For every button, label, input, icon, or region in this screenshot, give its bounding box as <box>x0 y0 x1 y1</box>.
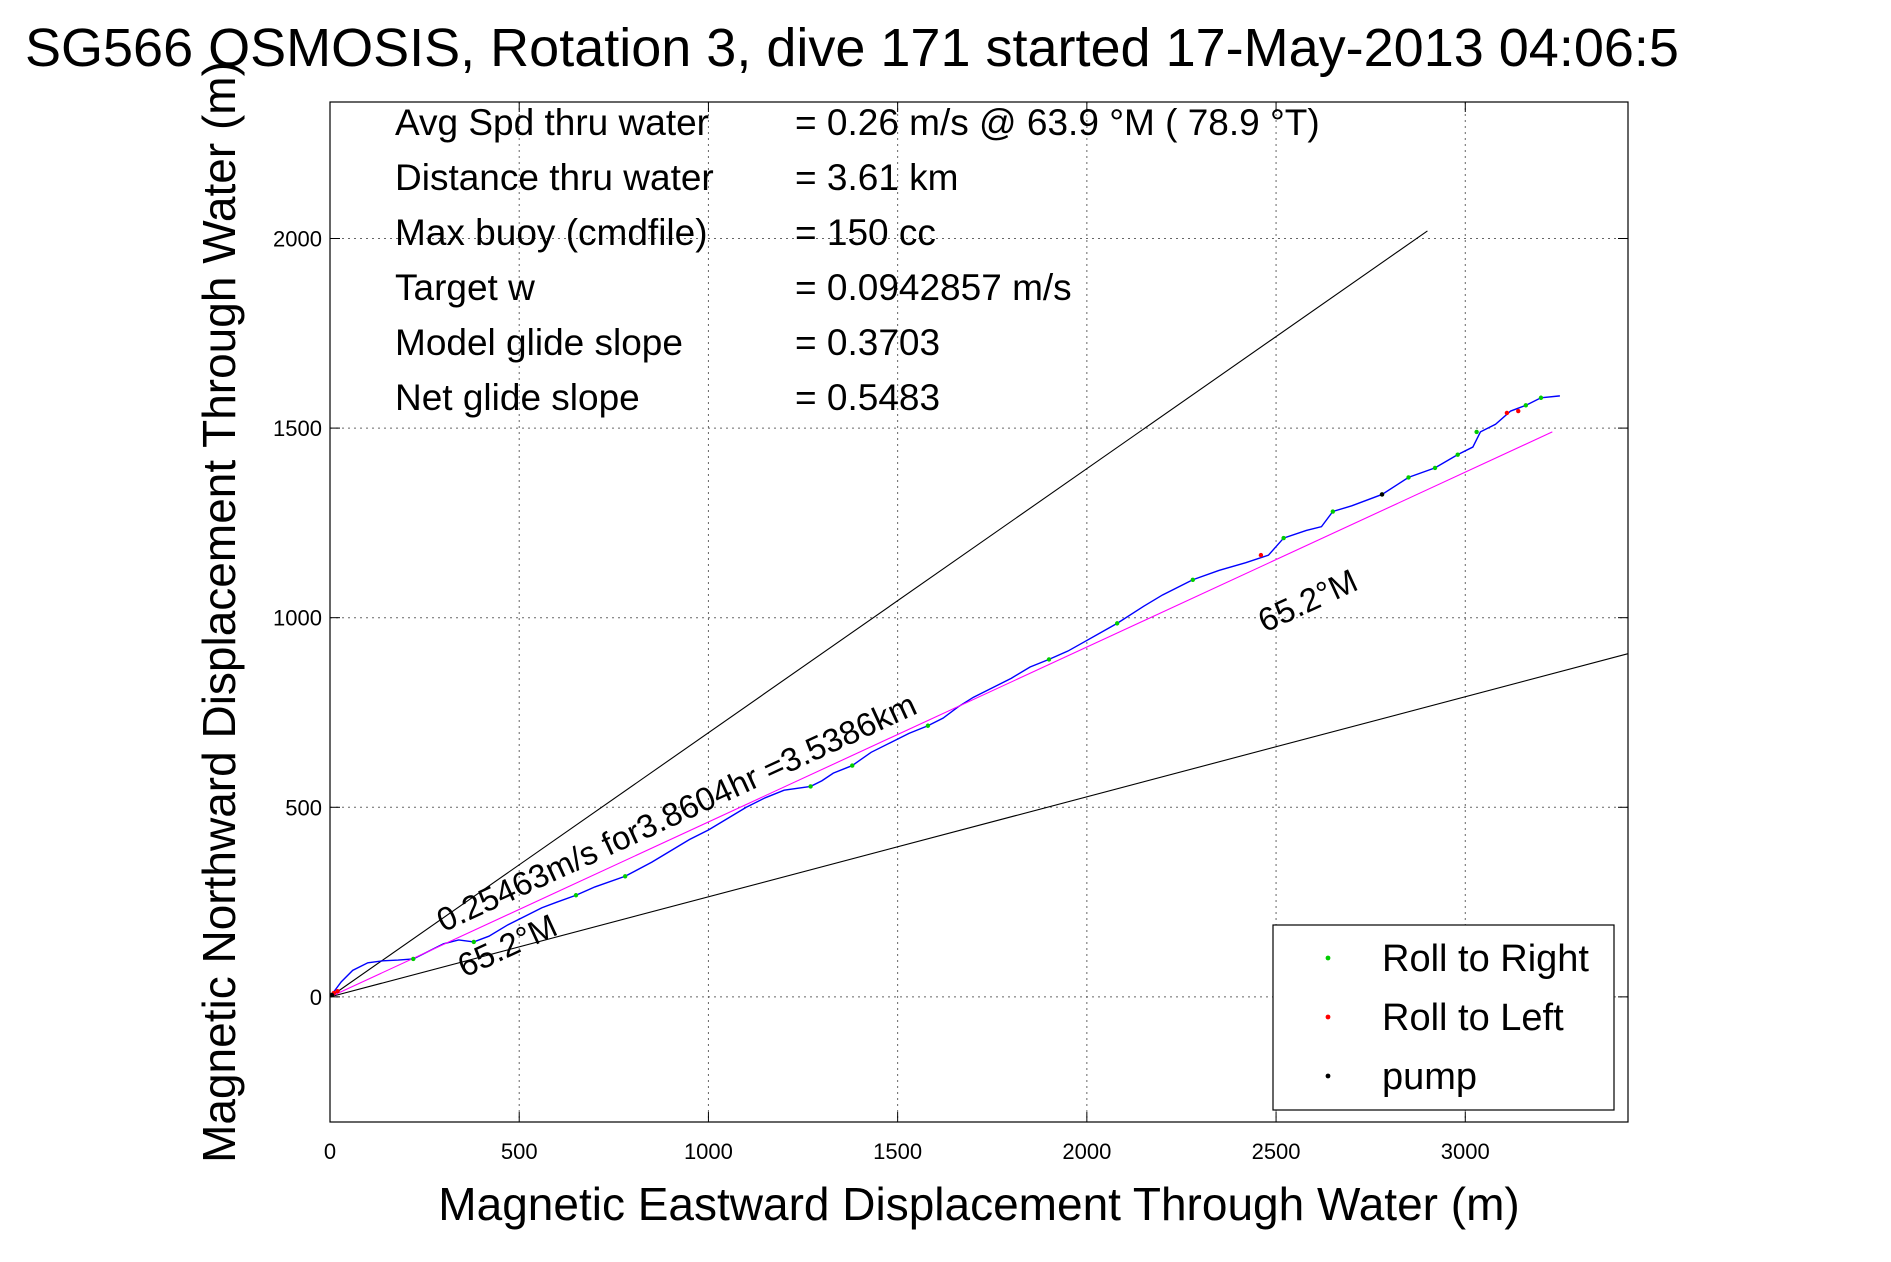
series-5-point-4 <box>1516 408 1521 414</box>
x-tick-label: 1500 <box>873 1139 922 1164</box>
series-4-point-5 <box>850 763 855 768</box>
series-4-point-8 <box>1114 621 1120 626</box>
series-4-point-9 <box>1190 577 1196 582</box>
series-6-point-0 <box>329 992 335 998</box>
x-tick-label: 2500 <box>1252 1139 1301 1164</box>
x-tick-label: 2000 <box>1062 1139 1111 1164</box>
track-lines <box>329 395 1560 998</box>
stat-value-3: = 0.0942857 m/s <box>795 267 1072 308</box>
series-4-point-13 <box>1406 475 1411 480</box>
heading-reference-lines <box>329 230 1629 998</box>
series-2-heading-limit-line <box>329 230 1428 998</box>
legend: Roll to Right Roll to Left pump <box>1272 924 1615 1111</box>
stats-block: Avg Spd thru water = 0.26 m/s @ 63.9 °M (… <box>395 102 1320 418</box>
stat-label-4: Model glide slope <box>395 322 683 363</box>
series-4-point-16 <box>1474 429 1479 435</box>
series-0-track-line <box>329 395 1560 998</box>
series-4-point-10 <box>1281 535 1286 541</box>
y-tick-label: 1500 <box>273 416 322 441</box>
series-6-point-1 <box>1379 492 1385 497</box>
y-tick-label: 2000 <box>273 227 322 252</box>
x-tick-label: 3000 <box>1441 1139 1490 1164</box>
series-4-point-3 <box>622 874 628 879</box>
series-4-point-11 <box>1330 509 1336 514</box>
series-5-point-3 <box>1504 410 1510 416</box>
legend-label-0: Roll to Right <box>1382 938 1589 980</box>
stat-label-1: Distance thru water <box>395 157 714 198</box>
stat-value-0: = 0.26 m/s @ 63.9 °M ( 78.9 °T) <box>795 102 1320 143</box>
series-4-point-7 <box>1046 657 1052 662</box>
series-4-point-1 <box>471 939 477 945</box>
series-4-point-2 <box>573 893 579 898</box>
x-tick-label: 1000 <box>684 1139 733 1164</box>
stat-label-5: Net glide slope <box>395 377 640 418</box>
series-4-point-17 <box>1523 403 1529 408</box>
legend-label-2: pump <box>1382 1056 1477 1098</box>
series-4-point-0 <box>411 956 416 962</box>
legend-marker-0 <box>1325 955 1331 961</box>
x-tick-label: 500 <box>501 1139 538 1164</box>
stat-label-3: Target w <box>395 267 535 308</box>
stat-value-5: = 0.5483 <box>795 377 940 418</box>
x-tick-label: 0 <box>324 1139 336 1164</box>
stat-value-4: = 0.3703 <box>795 322 940 363</box>
legend-label-1: Roll to Left <box>1382 997 1564 1039</box>
series-4-point-18 <box>1538 395 1544 400</box>
track-markers <box>329 395 1544 998</box>
series-4-point-4 <box>808 784 813 789</box>
x-axis-label: Magnetic Eastward Displacement Through W… <box>438 1178 1519 1230</box>
series-4-point-6 <box>925 723 931 728</box>
plot-frame <box>329 101 1629 1123</box>
stat-value-2: = 150 cc <box>795 212 936 253</box>
y-axis-label: Magnetic Northward Displacement Through … <box>193 61 245 1163</box>
legend-marker-1 <box>1325 1014 1331 1020</box>
series-3-heading-limit-line <box>329 653 1629 998</box>
y-tick-label: 0 <box>310 985 322 1010</box>
stat-label-2: Max buoy (cmdfile) <box>395 212 708 253</box>
stat-value-1: = 3.61 km <box>795 157 959 198</box>
y-tick-label: 500 <box>285 795 322 820</box>
series-4-point-14 <box>1432 465 1438 471</box>
series-4-point-15 <box>1455 452 1460 457</box>
chart-title: SG566 OSMOSIS, Rotation 3, dive 171 star… <box>25 18 1679 78</box>
series-5-point-2 <box>1258 552 1264 558</box>
series-1-heading-fit-line <box>329 431 1553 998</box>
y-tick-label: 1000 <box>273 606 322 631</box>
axis-ticks: 0 500 1000 1500 2000 2500 3000 0 500 1000 1500 2000 <box>273 102 1628 1164</box>
series-5-point-1 <box>335 988 340 994</box>
stat-label-0: Avg Spd thru water <box>395 102 709 143</box>
legend-marker-2 <box>1325 1073 1331 1079</box>
